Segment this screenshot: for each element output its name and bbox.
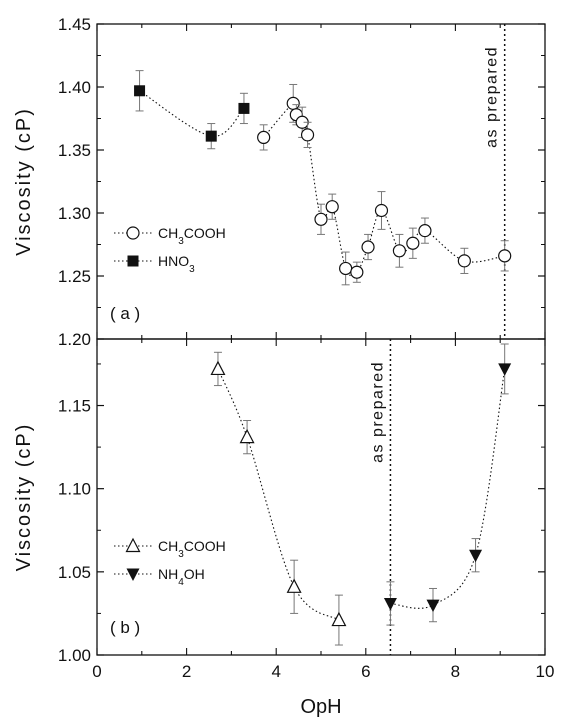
series-line [139, 90, 245, 137]
y-tick-label: 1.10 [58, 480, 91, 499]
x-axis-title: OpH [300, 696, 341, 718]
y-tick-label: 1.15 [58, 397, 91, 416]
as-prepared-label: as prepared [484, 46, 501, 148]
x-tick-label: 4 [271, 662, 280, 681]
y-tick-label: 1.35 [58, 141, 91, 160]
data-point [238, 102, 250, 114]
y-axis-title: Viscosity (cP) [13, 107, 35, 256]
series-CH3COOH [210, 351, 347, 646]
data-point [350, 265, 364, 279]
data-point [239, 428, 255, 444]
panel-label: ( b ) [110, 618, 140, 637]
data-point [392, 244, 406, 258]
data-point [457, 254, 471, 268]
y-tick-label: 1.40 [58, 78, 91, 97]
series-CH3COOH [257, 83, 512, 286]
legend-label: CH3COOH [158, 538, 226, 560]
x-tick-label: 0 [92, 662, 101, 681]
y-tick-label: 1.30 [58, 204, 91, 223]
data-point [325, 200, 339, 214]
series-line [217, 368, 340, 621]
x-tick-label: 2 [182, 662, 191, 681]
panel-b: 1.00 1.05 1.10 1.15 0 2 4 6 8 10 OpH Viscosity (cP)… [13, 338, 555, 718]
data-point [418, 224, 432, 238]
legend: CH3COOH HNO3 [114, 225, 226, 275]
as-prepared-label: as prepared [369, 361, 386, 463]
data-point [339, 261, 353, 276]
data-point [257, 130, 271, 144]
data-point [469, 549, 483, 563]
y-axis-title: Viscosity (cP) [13, 423, 35, 572]
series-NH4OH [383, 343, 512, 626]
x-tick-label: 8 [451, 662, 460, 681]
legend-label: NH4OH [158, 566, 205, 588]
data-point [331, 611, 347, 627]
data-point [498, 363, 512, 376]
data-point [210, 360, 226, 376]
data-point [374, 203, 389, 218]
plot-frame [96, 23, 546, 340]
series-line [263, 102, 505, 277]
data-point [498, 249, 512, 263]
data-point [205, 130, 217, 142]
plot-frame [96, 338, 546, 656]
legend-marker [126, 568, 140, 581]
data-point [383, 597, 397, 611]
legend-label: HNO3 [158, 253, 195, 275]
x-tick-label: 6 [361, 662, 370, 681]
y-tick-label: 1.05 [58, 563, 91, 582]
data-point [314, 212, 328, 226]
data-point [300, 128, 315, 142]
series-line [390, 368, 506, 609]
x-tick-label: 10 [536, 662, 555, 681]
legend-marker [126, 226, 140, 240]
y-tick-label: 1.00 [58, 646, 91, 665]
data-point [406, 236, 420, 250]
data-point [426, 599, 440, 613]
legend-marker [127, 255, 139, 267]
panel-a: 1.20 1.25 1.30 1.35 1.40 1.45 Viscosity (cP) as… [13, 15, 546, 349]
y-tick-label: 1.45 [58, 15, 91, 34]
data-point [286, 578, 302, 593]
legend-marker [125, 537, 141, 553]
y-tick-label: 1.20 [58, 330, 91, 349]
series-HNO3 [134, 70, 250, 150]
data-point [134, 85, 146, 97]
panel-label: ( a ) [110, 304, 140, 323]
data-point [286, 96, 300, 110]
legend-label: CH3COOH [158, 225, 226, 247]
legend: CH3COOH NH4OH [114, 537, 226, 588]
data-point [361, 240, 375, 254]
y-tick-label: 1.25 [58, 267, 91, 286]
